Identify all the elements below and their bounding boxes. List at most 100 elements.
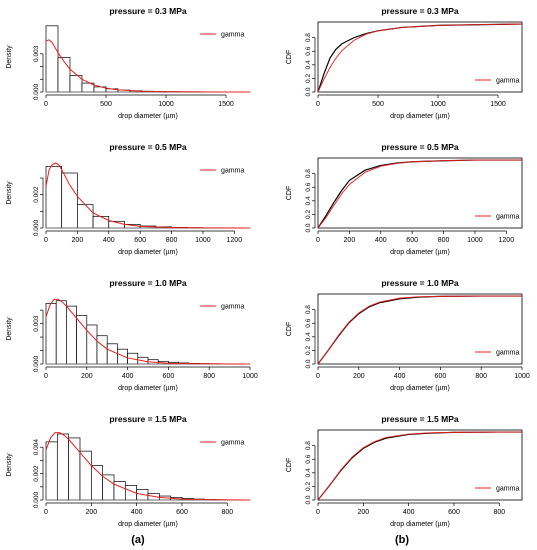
x-tick-label: 1000	[242, 373, 258, 380]
y-tick-label: 0.2	[305, 346, 312, 355]
y-tick-label: 0.002	[33, 186, 40, 203]
gamma-cdf-line	[317, 295, 522, 365]
panel-hist-1.5: pressure = 1.5 MPa 0 200 400 600 800 drop diam…	[6, 414, 251, 528]
y-tick-label: 0.6	[305, 182, 312, 191]
y-tick-label: 0.000	[33, 83, 40, 100]
x-tick-label: 0	[44, 373, 48, 380]
histogram-bar	[45, 441, 58, 501]
y-tick-label: 0.003	[33, 315, 40, 332]
legend-label: gamma	[496, 350, 519, 357]
x-tick-label: 1000	[430, 101, 446, 108]
histogram-bar	[57, 57, 71, 93]
x-axis-label: drop diameter (µm)	[390, 385, 450, 392]
y-tick-label: 0.2	[305, 482, 312, 491]
x-tick-label: 200	[344, 237, 356, 244]
caption-right: (b)	[395, 534, 409, 546]
y-tick-label: 0.6	[305, 454, 312, 463]
x-tick-label: 400	[131, 509, 143, 516]
x-tick-label: 400	[122, 373, 134, 380]
legend-label: gamma	[221, 32, 244, 39]
x-tick-label: 600	[406, 237, 418, 244]
x-tick-label: 800	[221, 509, 233, 516]
y-axis-label: Density	[6, 45, 13, 69]
chart-title: pressure = 1.5 MPa	[109, 414, 187, 424]
x-axis-label: drop diameter (µm)	[118, 385, 178, 392]
y-tick-label: 0.0	[305, 223, 312, 232]
x-tick-label: 200	[353, 373, 365, 380]
x-tick-label: 0	[316, 373, 320, 380]
histogram-bar	[61, 172, 78, 229]
histogram-bar	[68, 437, 81, 501]
panel-hist-0.5: pressure = 0.5 MPa 0 200 400 600 800 1000 1200 d…	[6, 142, 251, 256]
gamma-density-line	[45, 432, 251, 501]
gamma-density-line	[45, 162, 251, 229]
y-tick-label: 0.8	[305, 33, 312, 42]
gamma-cdf-line	[317, 431, 522, 501]
y-tick-label: 0.000	[33, 355, 40, 372]
x-tick-label: 0	[44, 509, 48, 516]
panel-cdf-0.3: pressure = 0.3 MPa 0 500 1000 1500 drop diame…	[286, 6, 523, 120]
x-tick-label: 0	[316, 237, 320, 244]
chart-title: pressure = 0.5 MPa	[109, 142, 187, 152]
x-axis-label: drop diameter (µm)	[118, 521, 178, 528]
plot-frame	[317, 157, 523, 229]
x-tick-label: 800	[438, 237, 450, 244]
x-tick-label: 800	[203, 373, 215, 380]
y-tick-label: 0.2	[305, 210, 312, 219]
plot-frame	[317, 429, 523, 501]
x-tick-label: 200	[85, 509, 97, 516]
legend-label: gamma	[221, 304, 244, 311]
histogram-bar	[113, 481, 126, 501]
x-tick-label: 1000	[514, 373, 530, 380]
plot-frame	[317, 293, 523, 365]
histogram-bar	[86, 324, 98, 365]
x-tick-label: 1500	[490, 101, 506, 108]
x-tick-label: 0	[44, 237, 48, 244]
x-tick-label: 200	[357, 509, 369, 516]
empirical-cdf-line	[317, 159, 522, 229]
panel-hist-1.0: pressure = 1.0 MPa 0 200 400 600 800 1000 drop …	[6, 278, 258, 392]
y-tick-label: 0.0	[305, 495, 312, 504]
histogram-bar	[56, 433, 70, 501]
y-tick-label: 0.6	[305, 318, 312, 327]
x-tick-label: 1000	[467, 237, 483, 244]
legend-label: gamma	[221, 168, 244, 175]
y-tick-label: 0.0	[305, 87, 312, 96]
x-axis-label: drop diameter (µm)	[390, 521, 450, 528]
chart-title: pressure = 0.3 MPa	[381, 6, 459, 16]
x-tick-label: 800	[475, 373, 487, 380]
y-tick-label: 0.8	[305, 441, 312, 450]
chart-title: pressure = 1.5 MPa	[381, 414, 459, 424]
legend-label: gamma	[221, 440, 244, 447]
chart-title: pressure = 0.5 MPa	[381, 142, 459, 152]
y-tick-label: 0.8	[305, 169, 312, 178]
x-tick-label: 500	[100, 101, 112, 108]
x-tick-label: 400	[394, 373, 406, 380]
histogram-bar	[45, 25, 59, 93]
panel-cdf-1.0: pressure = 1.0 MPa 0 200 400 600 800 1000 drop …	[286, 278, 530, 392]
chart-title: pressure = 0.3 MPa	[109, 6, 187, 16]
y-tick-label: 0.000	[33, 491, 40, 508]
y-tick-label: 0.4	[305, 332, 312, 341]
y-axis-label: CDF	[286, 322, 293, 336]
empirical-cdf-line	[317, 431, 522, 501]
panel-cdf-0.5: pressure = 0.5 MPa 0 200 400 600 800 1000 1200 d…	[286, 142, 523, 256]
gamma-density-line	[45, 39, 251, 93]
y-axis-label: Density	[6, 317, 13, 341]
gamma-density-line	[45, 298, 251, 365]
y-axis-label: Density	[6, 181, 13, 205]
x-tick-label: 400	[103, 237, 115, 244]
x-tick-label: 800	[493, 509, 505, 516]
y-tick-label: 0.0	[305, 359, 312, 368]
x-tick-label: 1200	[499, 237, 515, 244]
plot-frame	[317, 21, 523, 93]
x-tick-label: 600	[134, 237, 146, 244]
legend-label: gamma	[496, 214, 519, 221]
y-axis-label: Density	[6, 453, 13, 477]
chart-title: pressure = 1.0 MPa	[381, 278, 459, 288]
x-tick-label: 500	[372, 101, 384, 108]
x-tick-label: 200	[72, 237, 84, 244]
y-axis-label: CDF	[286, 50, 293, 64]
x-axis-label: drop diameter (µm)	[390, 113, 450, 120]
